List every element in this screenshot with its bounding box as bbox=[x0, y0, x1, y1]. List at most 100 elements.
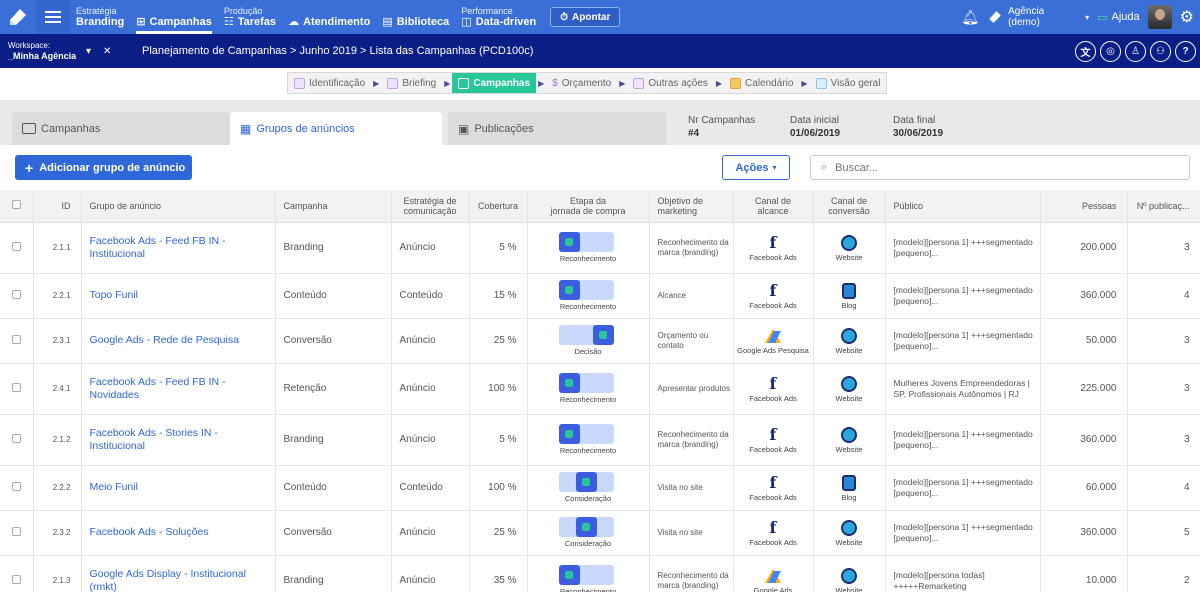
nav-tarefas[interactable]: Produção ☷ Tarefas bbox=[218, 0, 282, 34]
search-input[interactable] bbox=[835, 161, 1156, 174]
table-row[interactable]: 2.2.2 Meio Funil Conteúdo Conteúdo 100 % Cons… bbox=[0, 465, 1200, 511]
row-objetivo: Apresentar produtos bbox=[657, 383, 731, 393]
notification-bell-icon[interactable]: 🔔︎ bbox=[961, 8, 980, 25]
nav-atendimento-label: Atendimento bbox=[303, 15, 371, 28]
close-icon[interactable]: ✕ bbox=[103, 45, 112, 57]
reach-channel-label: Google Ads bbox=[753, 585, 793, 592]
row-checkbox[interactable] bbox=[11, 574, 21, 584]
menu-hamburger-icon[interactable] bbox=[36, 0, 70, 34]
workspace-dropdown-icon[interactable]: ▾ bbox=[86, 45, 92, 57]
table-row[interactable]: 2.1.1 Facebook Ads - Feed FB IN - Institu… bbox=[0, 222, 1200, 274]
table-row[interactable]: 2.3.2 Facebook Ads - Soluções Conversão Anú… bbox=[0, 510, 1200, 556]
step-briefing[interactable]: Briefing bbox=[381, 73, 442, 93]
table-row[interactable]: 2.4.1 Facebook Ads - Feed FB IN - Novidad… bbox=[0, 363, 1200, 415]
journey-stage-2 bbox=[575, 325, 597, 345]
ad-group-link[interactable]: Facebook Ads - Stories IN - Instituciona… bbox=[89, 426, 218, 452]
help-button[interactable]: ▭ Ajuda bbox=[1097, 11, 1140, 24]
workspace-selector[interactable]: Workspace: _Minha Agência bbox=[0, 41, 86, 62]
table-row[interactable]: 2.2.1 Topo Funil Conteúdo Conteúdo 15 % Recon… bbox=[0, 273, 1200, 319]
step-identificacao[interactable]: Identificação bbox=[288, 73, 371, 93]
tab-campanhas[interactable]: Campanhas bbox=[12, 112, 230, 145]
actions-dropdown[interactable]: Ações ▾ bbox=[722, 155, 790, 180]
breadcrumb[interactable]: Planejamento de Campanhas > Junho 2019 >… bbox=[142, 45, 534, 57]
chevron-down-icon[interactable]: ▾ bbox=[1085, 12, 1090, 22]
apontar-button[interactable]: ⏱ Apontar bbox=[550, 7, 621, 27]
row-checkbox[interactable] bbox=[11, 481, 21, 491]
reach-channel: f Facebook Ads bbox=[734, 473, 813, 502]
row-pessoas: 200.000 bbox=[1040, 222, 1128, 274]
row-estrategia: Anúncio bbox=[391, 555, 470, 592]
row-checkbox[interactable] bbox=[11, 289, 21, 299]
row-pessoas: 50.000 bbox=[1040, 318, 1128, 364]
row-checkbox[interactable] bbox=[11, 433, 21, 443]
col-id[interactable]: ID bbox=[33, 190, 82, 223]
col-campanha[interactable]: Campanha bbox=[275, 190, 392, 223]
help-chat-icon: ▭ bbox=[1097, 11, 1108, 24]
col-cobertura[interactable]: Cobertura bbox=[469, 190, 528, 223]
select-all-checkbox[interactable] bbox=[11, 200, 21, 210]
conversion-channel-label: Blog bbox=[841, 492, 857, 502]
nav-branding-label: Branding bbox=[76, 15, 125, 28]
top-navbar: Estratégia Branding ⊞ Campanhas Produção … bbox=[0, 0, 1200, 34]
col-canal-alcance[interactable]: Canal de alcance bbox=[733, 190, 814, 223]
ad-group-link[interactable]: Meio Funil bbox=[89, 481, 138, 493]
row-objetivo: Reconhecimento da marca (branding) bbox=[657, 429, 729, 449]
col-pessoas[interactable]: Pessoas bbox=[1040, 190, 1128, 223]
step-visao-geral[interactable]: Visão geral bbox=[810, 73, 887, 93]
col-objetivo[interactable]: Objetivo de marketing bbox=[649, 190, 734, 223]
col-publico[interactable]: Público bbox=[885, 190, 1041, 223]
ad-group-link[interactable]: Google Ads - Rede de Pesquisa bbox=[89, 334, 239, 346]
check-icon bbox=[565, 571, 573, 579]
row-etapa: Reconhecimento bbox=[527, 555, 650, 592]
globe-icon bbox=[840, 519, 858, 537]
table-row[interactable]: 2.1.3 Google Ads Display - Institucional … bbox=[0, 555, 1200, 592]
help-icon[interactable]: ? bbox=[1175, 40, 1196, 62]
table-row[interactable]: 2.1.2 Facebook Ads - Stories IN - Institu… bbox=[0, 414, 1200, 466]
users-icon[interactable]: ⚇ bbox=[1150, 40, 1171, 62]
step-calendario[interactable]: Calendário bbox=[724, 73, 799, 93]
col-estrategia[interactable]: Estratégia de comunicação bbox=[391, 190, 470, 223]
id-card-icon bbox=[294, 77, 305, 89]
agency-selector[interactable]: Agência (demo) bbox=[987, 6, 1077, 28]
gear-icon[interactable]: ⚙ bbox=[1179, 9, 1194, 26]
row-pessoas: 360.000 bbox=[1040, 273, 1128, 319]
ad-group-link[interactable]: Topo Funil bbox=[89, 289, 138, 301]
journey-stage-label: Reconhecimento bbox=[559, 587, 617, 592]
col-publicacoes[interactable]: Nº publicaç... bbox=[1127, 190, 1200, 223]
user-search-icon[interactable]: ♙ bbox=[1125, 40, 1146, 62]
row-checkbox[interactable] bbox=[11, 526, 21, 536]
ad-group-link[interactable]: Facebook Ads - Soluções bbox=[89, 526, 209, 538]
ad-group-link[interactable]: Facebook Ads - Feed FB IN - Instituciona… bbox=[89, 234, 226, 260]
col-grupo[interactable]: Grupo de anúncio bbox=[81, 190, 276, 223]
dollar-icon: $ bbox=[552, 77, 558, 89]
translate-icon[interactable]: 文 bbox=[1075, 40, 1096, 62]
nav-data-driven[interactable]: Performance ◫ Data-driven bbox=[455, 0, 542, 34]
add-ad-group-button[interactable]: + Adicionar grupo de anúncio bbox=[15, 155, 192, 180]
nav-atendimento[interactable]: ☁ Atendimento bbox=[282, 0, 376, 34]
nav-biblioteca[interactable]: ▤ Biblioteca bbox=[376, 0, 455, 34]
tab-grupos-de-anuncios[interactable]: ▦ Grupos de anúncios bbox=[230, 112, 442, 145]
row-id: 2.2.2 bbox=[33, 465, 82, 511]
nav-biblioteca-label: Biblioteca bbox=[396, 15, 450, 28]
row-checkbox[interactable] bbox=[11, 241, 21, 251]
table-row[interactable]: 2.3.1 Google Ads - Rede de Pesquisa Conver… bbox=[0, 318, 1200, 364]
col-etapa[interactable]: Etapa da jornada de compra bbox=[527, 190, 650, 223]
row-checkbox[interactable] bbox=[11, 334, 21, 344]
nav-campanhas[interactable]: ⊞ Campanhas bbox=[130, 0, 218, 34]
row-publico: [modelo][persona 1] +++segmentado [peque… bbox=[893, 329, 1033, 351]
app-logo[interactable] bbox=[0, 0, 36, 34]
journey-stage-label: Consideração bbox=[564, 539, 612, 548]
row-checkbox[interactable] bbox=[11, 382, 21, 392]
ad-group-link[interactable]: Google Ads Display - Institucional (rmkt… bbox=[89, 567, 246, 592]
col-canal-conversao[interactable]: Canal de conversão bbox=[813, 190, 886, 223]
step-campanhas[interactable]: Campanhas bbox=[452, 73, 537, 93]
tab-publicacoes[interactable]: ▣ Publicações bbox=[448, 112, 666, 145]
ad-groups-table: ID Grupo de anúncio Campanha Estratégia … bbox=[0, 190, 1200, 592]
ad-group-link[interactable]: Facebook Ads - Feed FB IN - Novidades bbox=[89, 375, 226, 401]
nav-branding[interactable]: Estratégia Branding bbox=[70, 0, 130, 34]
nav-category-estrategia: Estratégia bbox=[76, 5, 117, 16]
globe-icon[interactable]: ◎ bbox=[1100, 40, 1121, 62]
user-avatar[interactable] bbox=[1147, 5, 1172, 29]
step-outras-acoes[interactable]: Outras ações bbox=[627, 73, 713, 93]
step-orcamento[interactable]: $ Orçamento bbox=[552, 77, 612, 89]
